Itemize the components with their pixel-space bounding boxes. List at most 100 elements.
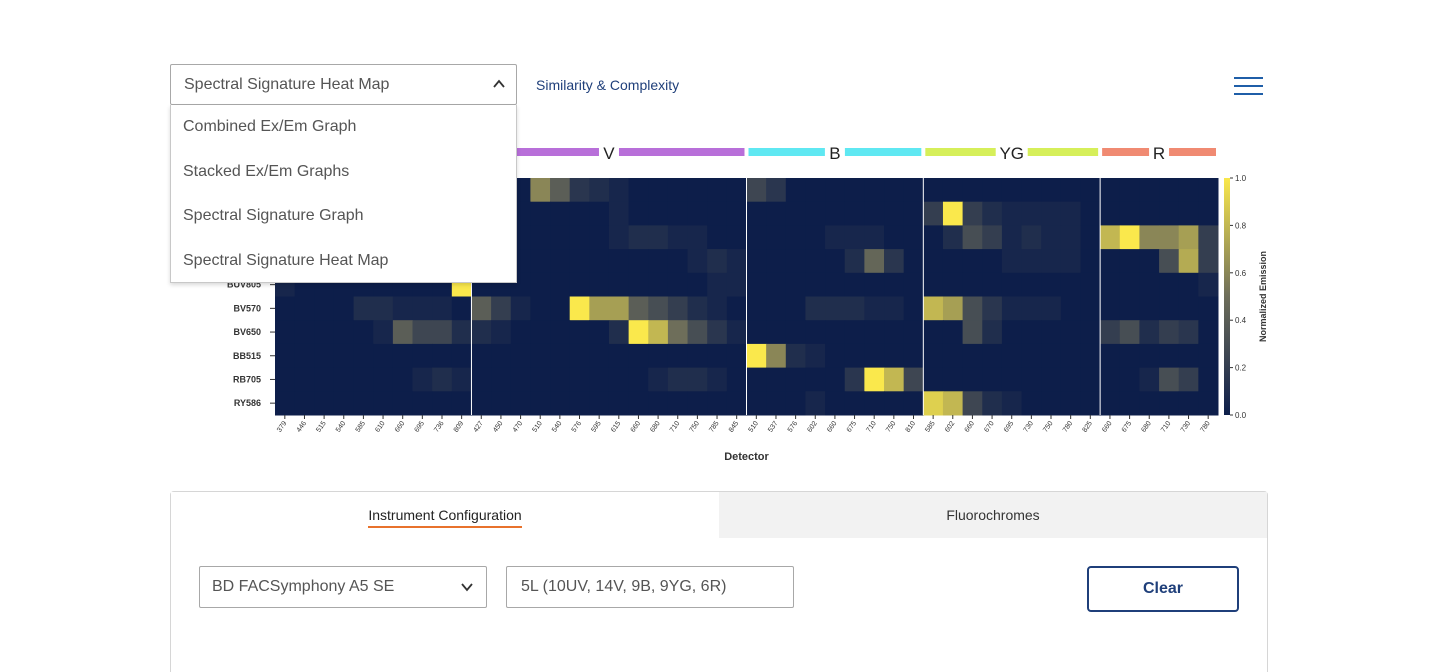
heatmap-cell [392,367,414,392]
heatmap-cell [825,225,846,250]
heatmap-cell [608,391,630,416]
heatmap-cell [1021,343,1042,369]
detector-label: 470 [512,420,524,434]
heatmap-cell [746,343,767,369]
heatmap-cell [766,272,787,297]
heatmap-cell [569,320,590,345]
heatmap-cell [1001,272,1023,297]
heatmap-cell [1178,178,1199,203]
heatmap-cell [569,249,590,274]
heatmap-cell [864,201,885,226]
detector-label: 610 [374,420,386,434]
heatmap-cell [667,272,689,297]
detector-label: 710 [865,420,877,434]
heatmap-cell [687,296,708,321]
heatmap-cell [628,367,649,392]
heatmap-cell [942,343,964,369]
heatmap-cell [569,225,590,250]
heatmap-cell [884,391,905,416]
heatmap-cell [785,296,806,321]
heatmap-cell [550,201,571,226]
laser-bar [925,148,996,156]
detector-label: 750 [885,420,897,434]
heatmap-cell [746,249,767,274]
instrument-select[interactable]: BD FACSymphony A5 SE [199,566,487,608]
heatmap-cell [687,249,708,274]
heatmap-cell [766,367,787,392]
hamburger-icon[interactable] [1234,77,1263,95]
heatmap-cell [314,296,335,321]
heatmap-cell [805,201,826,226]
heatmap-cell [412,320,433,345]
heatmap-cell [1041,249,1062,274]
heatmap-cell [1100,320,1121,345]
fluorochrome-label: BV570 [233,303,261,313]
laser-label: B [829,144,840,163]
heatmap-cell [1198,225,1219,250]
heatmap-cell [667,225,689,250]
heatmap-cell [805,225,826,250]
instrument-select-value: BD FACSymphony A5 SE [212,578,395,595]
heatmap-cell [373,296,394,321]
similarity-complexity-link[interactable]: Similarity & Complexity [536,77,680,93]
heatmap-cell [628,391,649,416]
menu-item-stacked-graphs[interactable]: Stacked Ex/Em Graphs [183,162,350,180]
heatmap-cell [707,343,728,369]
heatmap-cell [392,296,414,321]
heatmap-cell [530,272,551,297]
menu-item-spectral-signature-graph[interactable]: Spectral Signature Graph [183,207,364,224]
heatmap-cell [726,272,747,297]
heatmap-cell [275,296,296,321]
tab-fluorochromes[interactable]: Fluorochromes [719,492,1267,538]
clear-button[interactable]: Clear [1087,566,1239,612]
heatmap-cell [530,178,551,203]
heatmap-cell [785,178,806,203]
menu-item-combined-graph[interactable]: Combined Ex/Em Graph [183,118,357,135]
detector-label: 540 [335,420,347,434]
heatmap-cell [864,367,885,392]
detector-label: 379 [276,420,288,434]
menu-item-spectral-signature-heat-map[interactable]: Spectral Signature Heat Map [183,251,389,269]
laser-bar [1169,148,1216,156]
heatmap-cell [726,201,747,226]
detector-label: 785 [708,420,720,434]
heatmap-cell [1060,320,1081,345]
heatmap-cell [785,201,806,226]
heatmap-cell [707,272,728,297]
heatmap-cell [825,367,846,392]
heatmap-cell [1100,391,1121,416]
laser-label: R [1153,144,1165,163]
heatmap-cell [962,296,983,321]
heatmap-cell [982,343,1003,369]
fluorochrome-label: RB705 [233,374,261,384]
heatmap-cell [1001,343,1023,369]
heatmap-cell [1159,343,1180,369]
heatmap-cell [550,367,571,392]
heatmap-cell [687,272,708,297]
heatmap-cell [1178,367,1199,392]
heatmap-cell [314,320,335,345]
heatmap-cell [1060,178,1081,203]
heatmap-cell [373,367,394,392]
detector-label: 427 [472,420,484,434]
heatmap-cell [1178,320,1199,345]
configuration-panel: Instrument Configuration Fluorochromes B… [170,491,1268,672]
heatmap-cell [510,391,531,416]
heatmap-cell [275,391,296,416]
heatmap-cell [608,272,630,297]
heatmap-cell [726,367,747,392]
heatmap-cell [1060,272,1081,297]
configuration-field[interactable]: 5L (10UV, 14V, 9B, 9YG, 6R) [506,566,794,608]
heatmap-cell [628,225,649,250]
heatmap-cell [942,391,964,416]
heatmap-cell [530,391,551,416]
heatmap-cell [550,225,571,250]
heatmap-cell [1001,249,1023,274]
view-selector-dropdown[interactable]: Spectral Signature Heat Map [170,64,517,105]
heatmap-cell [923,320,944,345]
heatmap-cell [1139,320,1160,345]
heatmap-cell [510,367,531,392]
detector-label: 680 [1140,420,1152,434]
tab-instrument-configuration[interactable]: Instrument Configuration [171,492,719,538]
view-selector-value: Spectral Signature Heat Map [184,75,390,93]
